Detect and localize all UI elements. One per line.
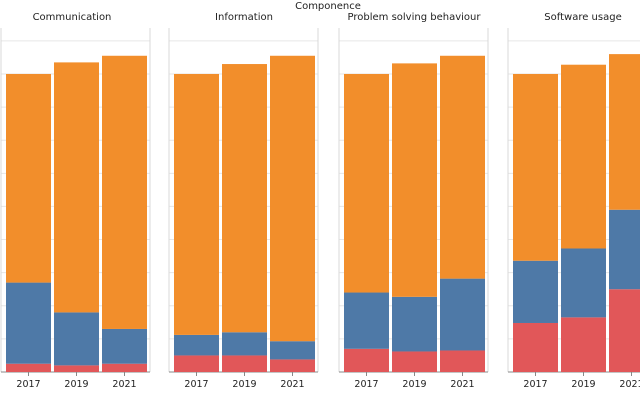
bar-segment-top — [513, 73, 558, 261]
bar-segment-bottom — [392, 351, 437, 372]
bar-segment-bottom — [6, 363, 51, 372]
facet-title: Software usage — [544, 12, 621, 23]
x-tick-label: 2021 — [619, 379, 640, 390]
x-tick-label: 2019 — [232, 379, 256, 390]
bar-segment-bottom — [609, 289, 640, 372]
bar-segment-top — [270, 55, 315, 342]
x-tick-label: 2017 — [523, 379, 547, 390]
bar-segment-top — [609, 54, 640, 210]
bar-segment-bottom — [102, 363, 147, 372]
bar-segment-middle — [344, 292, 389, 349]
bar-segment-top — [561, 64, 606, 249]
facets-group: Communication 2017 2019 2021 Information 2017… — [0, 12, 640, 390]
bar-segment-bottom — [270, 359, 315, 372]
x-tick-label: 2019 — [402, 379, 426, 390]
bar-segment-top — [174, 73, 219, 335]
bar-segment-top — [344, 73, 389, 293]
x-tick-label: 2017 — [354, 379, 378, 390]
bar-segment-bottom — [440, 350, 485, 372]
bar-segment-bottom — [222, 355, 267, 372]
bar-segment-top — [54, 62, 99, 313]
facet-super-title: Componence — [295, 1, 361, 12]
bar-segment-middle — [440, 278, 485, 351]
bar-segment-middle — [609, 209, 640, 290]
bar-segment-middle — [392, 296, 437, 352]
x-tick-label: 2019 — [571, 379, 595, 390]
bar-segment-bottom — [513, 322, 558, 372]
bar-segment-top — [440, 55, 485, 279]
x-tick-label: 2017 — [16, 379, 40, 390]
x-tick-label: 2021 — [450, 379, 474, 390]
x-tick-label: 2021 — [112, 379, 136, 390]
bar-segment-bottom — [344, 348, 389, 372]
x-tick-label: 2021 — [280, 379, 304, 390]
bar-segment-middle — [102, 328, 147, 364]
bar-segment-top — [222, 64, 267, 333]
x-tick-label: 2019 — [64, 379, 88, 390]
bar-segment-middle — [222, 332, 267, 356]
bar-segment-top — [6, 73, 51, 283]
bar-segment-middle — [174, 334, 219, 356]
x-tick-label: 2017 — [184, 379, 208, 390]
bar-segment-middle — [270, 341, 315, 360]
facet-panel-3: Software usage 2017 2019 2021 — [507, 12, 640, 390]
bar-segment-middle — [6, 282, 51, 364]
bar-segment-top — [102, 55, 147, 329]
facet-panel-2: Problem solving behaviour 2017 2019 2021 — [338, 12, 489, 390]
bar-segment-middle — [513, 260, 558, 323]
bar-segment-bottom — [54, 365, 99, 372]
bar-segment-middle — [561, 248, 606, 318]
facet-panel-0: Communication 2017 2019 2021 — [0, 12, 151, 390]
facet-title: Problem solving behaviour — [348, 12, 482, 23]
bar-segment-bottom — [174, 355, 219, 372]
facet-title: Communication — [33, 12, 112, 23]
bar-segment-bottom — [561, 317, 606, 372]
facet-title: Information — [215, 12, 273, 23]
facet-panel-1: Information 2017 2019 2021 — [168, 12, 319, 390]
bar-segment-top — [392, 63, 437, 297]
bar-segment-middle — [54, 312, 99, 366]
